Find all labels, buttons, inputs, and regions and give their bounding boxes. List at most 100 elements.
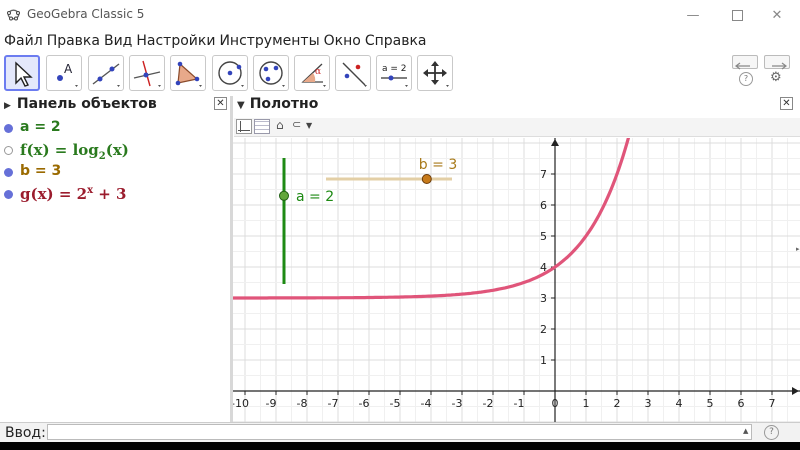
x-tick-label: -9 [266, 397, 277, 410]
input-label: Ввод: [5, 425, 46, 441]
algebra-item-f-text: f(x) = log2(x) [20, 141, 129, 162]
angle-icon: α [301, 63, 326, 87]
slider-tool-label: a = 2 [382, 64, 407, 74]
settings-gear-icon[interactable]: ⚙ [770, 70, 782, 85]
algebra-view-header: ▶ Панель объектов [4, 96, 157, 116]
graph-curve-g [233, 138, 631, 300]
x-tick-label: -5 [390, 397, 401, 410]
conic-icon [259, 61, 285, 87]
x-tick-label: 2 [614, 397, 621, 410]
graphics-style-bar: ⌂ ⊂ ▼ [234, 118, 800, 137]
input-dropdown-icon[interactable]: ▲ [743, 427, 749, 435]
show-axes-icon[interactable] [236, 119, 252, 134]
reflect-icon [342, 62, 367, 87]
y-tick-label: 5 [540, 230, 547, 243]
close-icon: ✕ [771, 7, 783, 23]
menu-window[interactable]: Окно [323, 33, 361, 49]
polygon-tool-button[interactable] [170, 55, 206, 91]
reflect-tool-button[interactable] [335, 55, 371, 91]
maximize-icon [731, 9, 743, 21]
visibility-toggle-icon[interactable] [4, 146, 13, 155]
y-tick-label: 4 [540, 261, 547, 274]
algebra-item-g[interactable]: g(x) = 2x + 3 [0, 184, 228, 206]
visibility-toggle-icon[interactable] [4, 168, 13, 177]
move-view-tool-button[interactable] [417, 55, 453, 91]
close-window-button[interactable]: ✕ [754, 0, 800, 30]
menu-file[interactable]: Файл [4, 33, 43, 49]
window-title: GeoGebra Classic 5 [27, 7, 145, 21]
minimize-icon: — [686, 7, 700, 23]
x-tick-label: 5 [707, 397, 714, 410]
show-grid-icon[interactable] [254, 119, 270, 134]
x-tick-label: 3 [645, 397, 652, 410]
algebra-view-title: Панель объектов [16, 96, 157, 112]
menu-bar: Файл Правка Вид Настройки Инструменты Ок… [0, 30, 800, 52]
menu-edit[interactable]: Правка [46, 33, 100, 49]
algebra-item-a[interactable]: a = 2 [0, 118, 228, 140]
redo-button[interactable] [764, 55, 790, 70]
line-icon [92, 63, 120, 87]
y-tick-label: 7 [540, 168, 547, 181]
input-field[interactable] [47, 424, 752, 440]
view-resize-grip-icon[interactable]: ▸ [796, 245, 800, 253]
graphics-close-button[interactable]: ✕ [780, 97, 793, 110]
collapse-triangle-icon[interactable]: ▶ [4, 101, 11, 111]
geogebra-logo-icon [7, 9, 20, 21]
move-tool-button[interactable] [4, 55, 40, 91]
x-tick-label: -1 [514, 397, 525, 410]
help-icon[interactable]: ? [739, 72, 753, 86]
redo-icon [772, 62, 787, 70]
collapse-triangle-icon[interactable]: ▼ [237, 100, 245, 111]
menu-help[interactable]: Справка [364, 33, 427, 49]
close-icon: ✕ [216, 98, 225, 109]
point-icon: A [57, 62, 78, 87]
slider-b-handle[interactable] [421, 174, 432, 184]
cursor-arrow-icon [15, 61, 33, 87]
x-tick-label: -7 [328, 397, 339, 410]
y-tick-label: 2 [540, 323, 547, 336]
conic-tool-button[interactable] [253, 55, 289, 91]
angle-tool-button[interactable]: α [294, 55, 330, 91]
algebra-item-f[interactable]: f(x) = log2(x) [0, 140, 228, 162]
x-tick-label: 6 [738, 397, 745, 410]
maximize-button[interactable] [714, 0, 760, 30]
y-tick-label: 1 [540, 354, 547, 367]
slider-a-label: a = 2 [296, 189, 334, 205]
x-tick-label: -4 [421, 397, 432, 410]
input-help-icon[interactable]: ? [764, 425, 779, 440]
visibility-toggle-icon[interactable] [4, 124, 13, 133]
algebra-close-button[interactable]: ✕ [214, 97, 227, 110]
x-tick-label: 4 [676, 397, 683, 410]
x-tick-label: 7 [769, 397, 776, 410]
point-tool-button[interactable]: A [46, 55, 82, 91]
x-tick-label: -6 [359, 397, 370, 410]
minimize-button[interactable]: — [670, 0, 716, 30]
menu-options[interactable]: Настройки [136, 33, 216, 49]
panel-divider[interactable] [230, 96, 233, 422]
toolbar: A α a = 2 ? ⚙ [0, 52, 800, 94]
perpendicular-line-icon [133, 60, 161, 87]
input-bar: Ввод: ▲ ? [0, 422, 800, 442]
x-tick-label: -2 [483, 397, 494, 410]
line-tool-button[interactable] [88, 55, 124, 91]
home-icon[interactable]: ⌂ [276, 118, 284, 132]
svg-text:A: A [64, 62, 73, 76]
slider-tool-button[interactable]: a = 2 [376, 55, 412, 91]
perpendicular-line-tool-button[interactable] [129, 55, 165, 91]
x-tick-label: 0 [552, 397, 559, 410]
algebra-item-b[interactable]: b = 3 [0, 162, 228, 184]
slider-a-handle[interactable] [279, 190, 289, 201]
undo-button[interactable] [732, 55, 758, 70]
dropdown-arrow-icon[interactable]: ▼ [306, 121, 313, 130]
menu-tools[interactable]: Инструменты [219, 33, 320, 49]
point-capturing-icon[interactable]: ⊂ [292, 118, 302, 131]
visibility-toggle-icon[interactable] [4, 190, 13, 199]
circle-tool-button[interactable] [212, 55, 248, 91]
move-view-icon [423, 61, 449, 87]
title-bar: GeoGebra Classic 5 — ✕ [0, 0, 800, 30]
x-tick-label: 1 [583, 397, 590, 410]
circle-icon [218, 61, 244, 87]
menu-view[interactable]: Вид [103, 33, 133, 49]
